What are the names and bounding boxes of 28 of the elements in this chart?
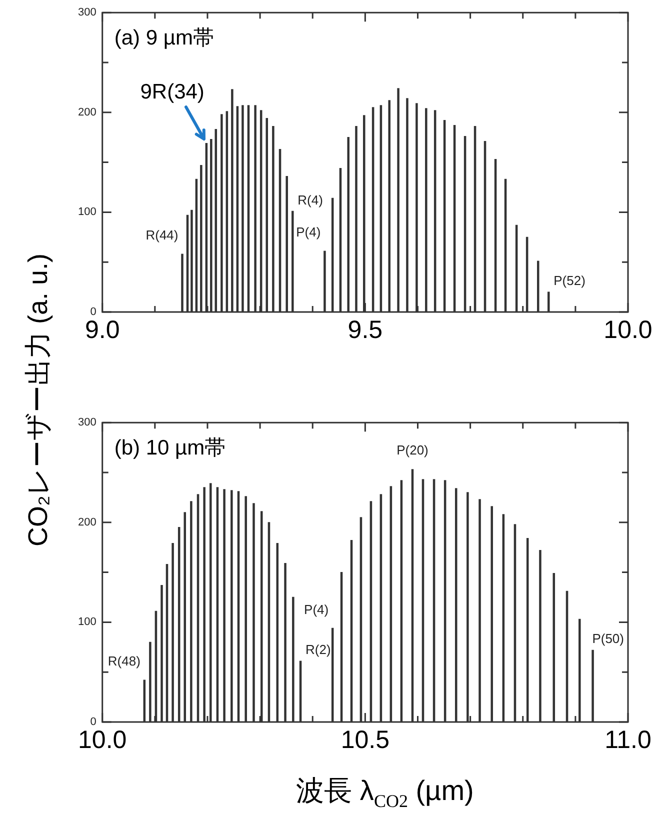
y-tick-label: 100 <box>78 206 96 218</box>
annotation: P(20) <box>396 442 428 458</box>
y-tick-label: 0 <box>90 716 96 728</box>
x-tick-label: 10.0 <box>604 316 652 344</box>
annotation: R(4) <box>298 192 323 208</box>
y-tick-label: 300 <box>78 6 96 19</box>
y-tick-label: 200 <box>78 516 96 528</box>
annotation: P(50) <box>592 631 624 646</box>
text: (b) 10 µm帯 <box>114 436 226 460</box>
x-axis-title: 波長 λ$_{CO2}$ (µm) <box>296 774 474 812</box>
x-tick-label: 9.5 <box>348 316 383 344</box>
annotation: R(2) <box>306 642 331 658</box>
text: (a) 9 µm帯 <box>114 26 214 50</box>
x-tick-label: 10.0 <box>78 726 127 754</box>
annotation: 9R(34) <box>140 80 204 104</box>
y-tick-label: 0 <box>90 306 96 318</box>
annotation: P(52) <box>554 273 586 288</box>
annotation: P(4) <box>304 602 329 617</box>
y-axis-title: CO₂レーザー出力 (a. u.) <box>22 253 54 547</box>
x-tick-label: 11.0 <box>604 726 652 754</box>
y-tick-label: 200 <box>78 106 96 118</box>
y-tick-label: 300 <box>78 416 96 429</box>
x-tick-label: 10.5 <box>340 726 390 754</box>
annotation: P(4) <box>296 224 321 240</box>
y-tick-label: 100 <box>78 616 96 628</box>
annotation: R(48) <box>108 654 140 669</box>
x-tick-label: 9.0 <box>84 316 120 344</box>
annotation: R(44) <box>146 228 178 243</box>
